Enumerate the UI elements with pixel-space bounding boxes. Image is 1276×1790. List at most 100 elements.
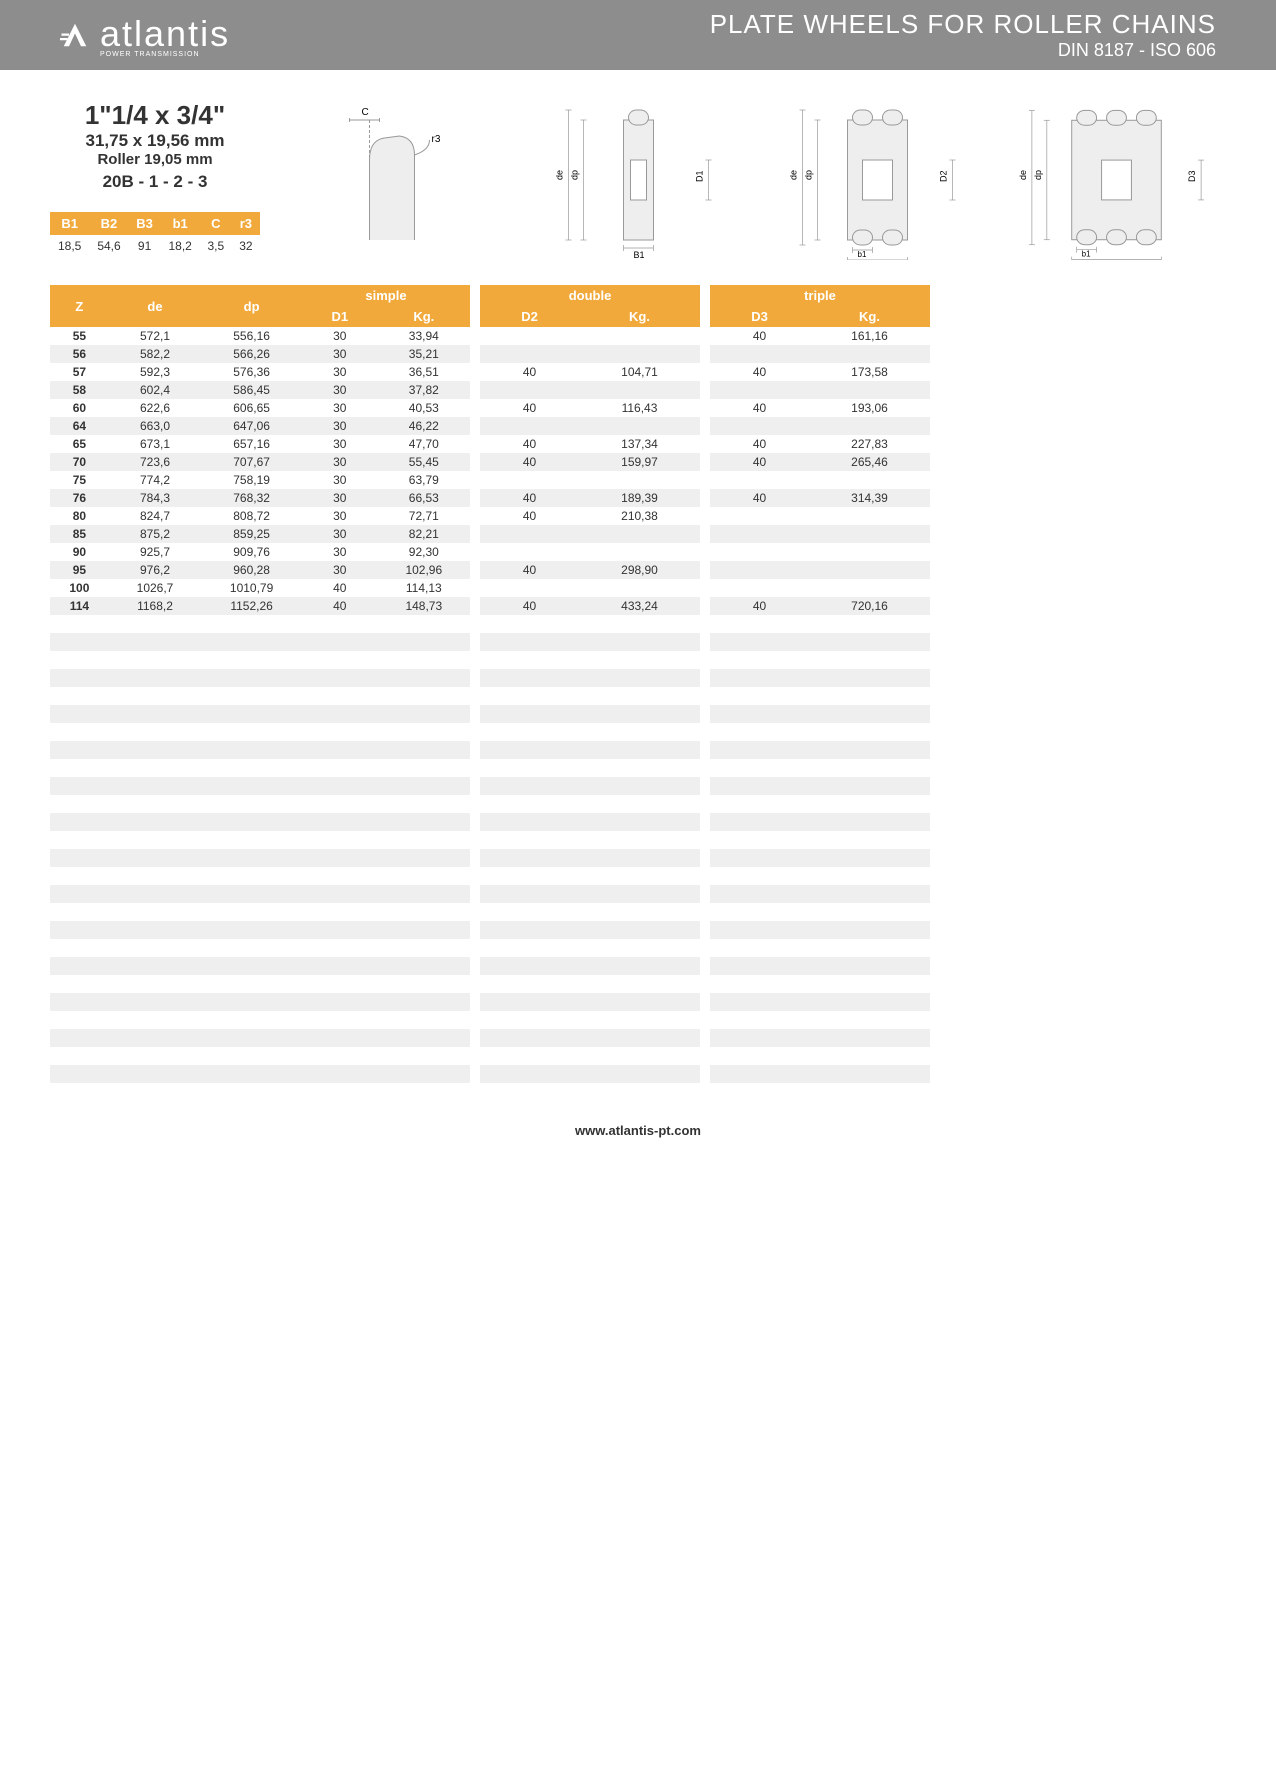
table-row: 40314,39 xyxy=(710,489,930,507)
cell-z xyxy=(50,777,109,795)
table-row xyxy=(50,687,470,705)
cell-d2 xyxy=(480,1065,579,1083)
table-row xyxy=(710,759,930,777)
table-row xyxy=(480,993,700,1011)
cell-dp: 768,32 xyxy=(201,489,302,507)
cell-kg3 xyxy=(809,471,930,489)
diagrams: C r3 d xyxy=(290,100,1226,265)
cell-kg2: 116,43 xyxy=(579,399,700,417)
cell-d2 xyxy=(480,687,579,705)
cell-d1: 30 xyxy=(302,507,378,525)
content: 1"1/4 x 3/4" 31,75 x 19,56 mm Roller 19,… xyxy=(0,70,1276,1178)
header-bar: atlantis POWER TRANSMISSION PLATE WHEELS… xyxy=(0,0,1276,70)
cell-dp: 808,72 xyxy=(201,507,302,525)
cell-kg3 xyxy=(809,381,930,399)
table-row xyxy=(710,579,930,597)
cell-z xyxy=(50,849,109,867)
dims-th: B3 xyxy=(129,212,161,235)
table-row xyxy=(710,615,930,633)
cell-d1 xyxy=(302,1065,378,1083)
cell-de xyxy=(109,1065,201,1083)
cell-kg3 xyxy=(809,1029,930,1047)
cell-kg3 xyxy=(809,795,930,813)
cell-d3: 40 xyxy=(710,327,809,345)
logo-text: atlantis xyxy=(100,13,230,55)
cell-d3 xyxy=(710,741,809,759)
cell-d2 xyxy=(480,723,579,741)
cell-d3 xyxy=(710,507,809,525)
table-row xyxy=(480,579,700,597)
cell-kg2 xyxy=(579,327,700,345)
cell-d2 xyxy=(480,417,579,435)
cell-z xyxy=(50,975,109,993)
cell-z xyxy=(50,1047,109,1065)
cell-kg1 xyxy=(378,777,470,795)
cell-kg3 xyxy=(809,651,930,669)
table-row xyxy=(480,939,700,957)
table-row xyxy=(710,975,930,993)
table-row: 40193,06 xyxy=(710,399,930,417)
cell-kg1: 46,22 xyxy=(378,417,470,435)
cell-d1 xyxy=(302,885,378,903)
cell-kg3: 161,16 xyxy=(809,327,930,345)
cell-dp: 758,19 xyxy=(201,471,302,489)
table-row: 80824,7808,723072,71 xyxy=(50,507,470,525)
table-row xyxy=(50,723,470,741)
cell-d3: 40 xyxy=(710,489,809,507)
table-row: 75774,2758,193063,79 xyxy=(50,471,470,489)
cell-z: 57 xyxy=(50,363,109,381)
cell-dp: 1152,26 xyxy=(201,597,302,615)
table-row xyxy=(480,633,700,651)
cell-dp xyxy=(201,777,302,795)
cell-de xyxy=(109,903,201,921)
cell-d1 xyxy=(302,651,378,669)
table-row xyxy=(480,795,700,813)
cell-dp xyxy=(201,633,302,651)
cell-de: 723,6 xyxy=(109,453,201,471)
cell-kg2 xyxy=(579,1011,700,1029)
cell-d2 xyxy=(480,993,579,1011)
cell-kg3 xyxy=(809,525,930,543)
cell-kg1 xyxy=(378,921,470,939)
cell-kg1: 55,45 xyxy=(378,453,470,471)
table-row: 40116,43 xyxy=(480,399,700,417)
th-d2: D2 xyxy=(480,306,579,327)
cell-de xyxy=(109,795,201,813)
cell-kg2: 298,90 xyxy=(579,561,700,579)
table-row xyxy=(710,903,930,921)
cell-de xyxy=(109,669,201,687)
cell-kg2 xyxy=(579,543,700,561)
cell-d1: 30 xyxy=(302,381,378,399)
table-row xyxy=(710,885,930,903)
table-row xyxy=(710,525,930,543)
cell-d1 xyxy=(302,831,378,849)
main-table-wrap: Z de dp simple D1 Kg. 55572,1556,163033,… xyxy=(50,285,1226,1083)
cell-d3 xyxy=(710,471,809,489)
th-kg1: Kg. xyxy=(378,306,470,327)
cell-d3 xyxy=(710,867,809,885)
cell-kg1: 82,21 xyxy=(378,525,470,543)
cell-z xyxy=(50,759,109,777)
cell-d1 xyxy=(302,903,378,921)
table-row xyxy=(710,957,930,975)
table-row xyxy=(480,723,700,741)
cell-d3: 40 xyxy=(710,363,809,381)
cell-dp xyxy=(201,1047,302,1065)
cell-d3: 40 xyxy=(710,435,809,453)
table-row xyxy=(480,921,700,939)
cell-kg1: 102,96 xyxy=(378,561,470,579)
cell-d1: 30 xyxy=(302,453,378,471)
th-z: Z xyxy=(50,285,109,327)
cell-kg3 xyxy=(809,417,930,435)
cell-kg2 xyxy=(579,669,700,687)
cell-kg2 xyxy=(579,975,700,993)
cell-kg3 xyxy=(809,1065,930,1083)
cell-kg1: 148,73 xyxy=(378,597,470,615)
cell-d3 xyxy=(710,885,809,903)
cell-d2 xyxy=(480,903,579,921)
cell-de xyxy=(109,993,201,1011)
cell-z xyxy=(50,939,109,957)
table-row xyxy=(710,651,930,669)
cell-d1 xyxy=(302,795,378,813)
cell-d2 xyxy=(480,741,579,759)
